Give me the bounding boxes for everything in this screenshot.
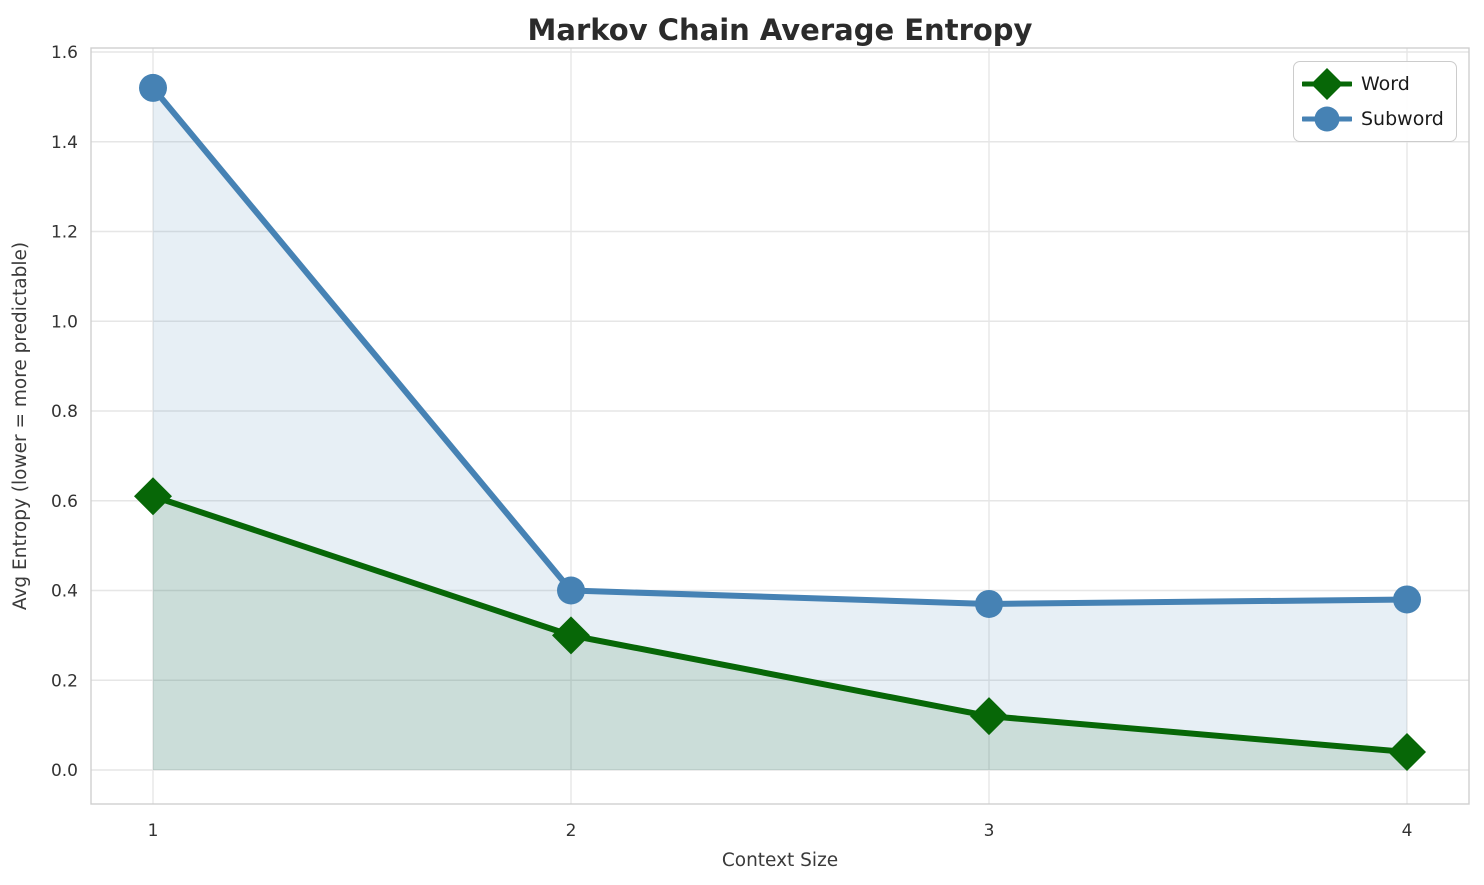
y-tick-label: 1.0 [51,312,78,332]
y-tick-label: 0.4 [51,582,78,602]
subword-line [150,84,1410,607]
subword-marker [557,576,585,605]
y-tick-label: 0.8 [51,402,78,422]
subword-marker [975,589,1003,618]
circle-swatch-icon [1302,106,1352,132]
diamond-swatch-icon [1302,68,1352,100]
chart-title: Markov Chain Average Entropy [528,13,1033,47]
y-tick-label: 0.0 [51,761,78,781]
area-fills [153,87,1407,770]
word-marker [970,697,1008,736]
word-marker [552,616,590,655]
y-tick-label: 0.6 [51,492,78,512]
series-layer [134,73,1426,772]
legend-label: Subword [1361,108,1444,130]
axis-tick-labels: 0.0 0.2 0.4 0.6 0.8 1.0 1.2 1.4 1.6 1 2 3 4 [51,43,1412,841]
y-tick-label: 1.2 [51,223,78,243]
word-area-fill [153,496,1407,770]
word-marker [1388,733,1426,772]
y-tick-label: 0.2 [51,671,78,691]
legend: Word Subword [1293,61,1457,142]
x-tick-label: 1 [148,821,159,841]
x-axis-label: Context Size [722,850,838,871]
legend-item-subword: Subword [1302,102,1444,136]
subword-area-fill [153,87,1407,770]
x-tick-label: 2 [566,821,577,841]
legend-diamond-marker [1311,68,1343,100]
word-marker [134,477,172,516]
y-axis-label: Avg Entropy (lower = more predictable) [10,242,31,610]
grid-lines [91,48,1469,804]
legend-label: Word [1361,73,1410,95]
plot-border [90,47,1470,805]
y-tick-label: 1.6 [51,43,78,63]
x-tick-label: 3 [984,821,995,841]
y-tick-label: 1.4 [51,133,78,153]
subword-marker [139,73,167,102]
legend-circle-marker [1314,106,1340,132]
word-line [150,493,1410,756]
x-tick-label: 4 [1402,821,1413,841]
subword-marker [1393,585,1421,614]
legend-item-word: Word [1302,67,1444,101]
